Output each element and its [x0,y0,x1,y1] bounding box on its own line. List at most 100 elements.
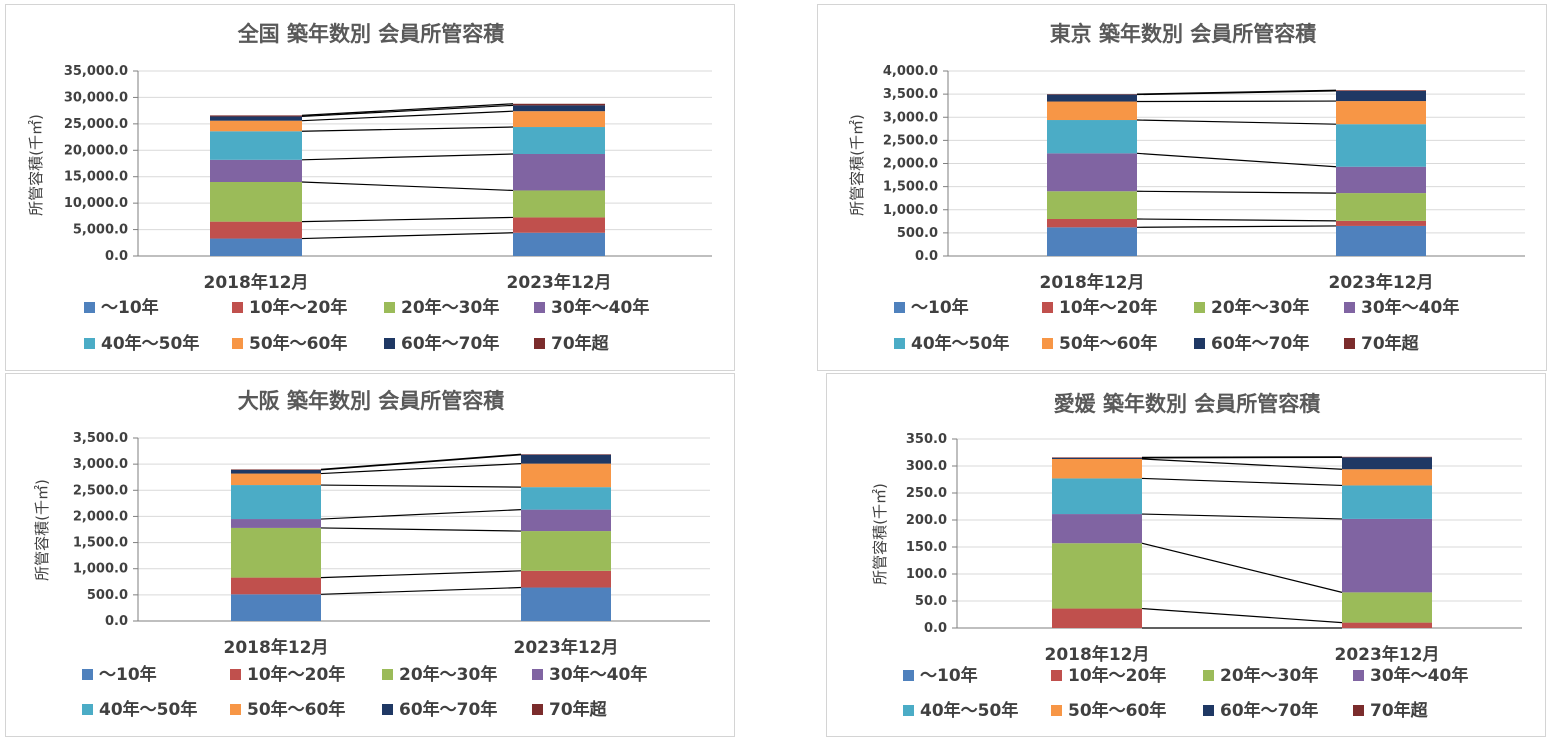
chart-panel-osaka: 大阪 築年数別 会員所管容積 0.0 500.0 1,000.0 1,500.0 2,00… [5,373,735,737]
legend-swatch [232,302,243,313]
y-axis-label: 所管容積(千㎡) [848,114,866,216]
bar-segment [1047,101,1137,121]
chart-zenkoku: 全国 築年数別 会員所管容積 0.0 5,000.0 10,000.0 15,000.0… [27,22,712,354]
series-connector-line [320,509,522,520]
legend-swatch [534,338,545,349]
chart-panel-zenkoku: 全国 築年数別 会員所管容積 0.0 5,000.0 10,000.0 15,000.0… [5,4,735,371]
series-connector-line [1141,542,1343,593]
legend-label: ～10年 [920,665,978,686]
bar-segment [1052,608,1142,628]
legend-label: 50年～60年 [247,699,345,720]
bar-segment [210,182,302,222]
bar-segment [231,527,321,578]
chart-panel-ehime: 愛媛 築年数別 会員所管容積 0.0 50.0 100.0 150.0 200.0 250.… [826,373,1546,737]
y-tick-label: 5,000.0 [73,223,128,238]
bar-segment [1336,220,1426,226]
bar-segment [521,570,611,588]
legend-label: 20年～30年 [1211,297,1309,318]
legend-label: 30年～40年 [1370,665,1468,686]
bar-segment [1342,469,1432,486]
y-tick-label: 150.0 [906,540,947,555]
bar-segment [210,238,302,256]
x-category-label: 2018年12月 [1040,272,1145,293]
legend-swatch [84,338,95,349]
legend-label: 70年超 [551,333,610,354]
series-connector-line [301,181,514,192]
legend-label: 30年～40年 [549,664,647,685]
y-tick-label: 3,500.0 [883,87,938,102]
legend-swatch [1194,338,1205,349]
bar-segment [521,531,611,571]
y-tick-label: 2,000.0 [883,157,938,172]
legend-label: 50年～60年 [249,333,347,354]
legend-swatch [82,704,93,715]
y-tick-label: 2,500.0 [883,133,938,148]
bar-segment [521,487,611,510]
series-connector-line [1136,218,1337,222]
bar-segment [231,485,321,520]
bar-segment [1336,225,1426,256]
series-connector-line [320,586,522,595]
bar-segment [521,454,611,455]
y-tick-label: 250.0 [906,486,947,501]
bar-segment [210,159,302,182]
bar-segment [1047,191,1137,219]
bar-segment [513,153,605,191]
legend-swatch [1344,338,1355,349]
y-tick-label: 35,000.0 [64,64,128,79]
y-tick-label: 2,500.0 [73,483,128,498]
series-connector-line [320,527,522,532]
chart-title: 愛媛 築年数別 会員所管容積 [1054,392,1322,416]
bar-segment [210,131,302,160]
series-connector-line [301,153,514,161]
series-connector-line [1136,152,1337,168]
chart-ehime: 愛媛 築年数別 会員所管容積 0.0 50.0 100.0 150.0 200.0 250.… [871,392,1522,721]
series-connector-line [1136,119,1337,125]
bar-segment [1047,120,1137,154]
chart-title: 大阪 築年数別 会員所管容積 [238,389,506,413]
legend-swatch [382,669,393,680]
legend-label: 40年～50年 [101,333,199,354]
legend-swatch [532,669,543,680]
legend-label: 50年～60年 [1068,700,1166,721]
series-connector-line [1136,89,1337,95]
bar-segment [521,587,611,621]
bar-segment [1052,457,1142,459]
x-category-label: 2018年12月 [204,272,309,293]
y-tick-label: 500.0 [897,226,938,241]
legend-swatch [384,338,395,349]
bar-segment [513,105,605,112]
bar-segment [210,115,302,117]
chart-title: 東京 築年数別 会員所管容積 [1050,22,1318,46]
y-axis-label: 所管容積(千㎡) [871,483,889,585]
bar-segment [513,232,605,256]
series-connector-line [1136,190,1337,194]
legend-label: 10年～20年 [247,664,345,685]
series-connector-line [301,103,514,116]
series-connector-line [1141,456,1343,458]
legend-swatch [230,704,241,715]
y-tick-label: 0.0 [105,614,128,629]
y-tick-label: 3,000.0 [73,457,128,472]
legend-label: ～10年 [911,297,969,318]
y-tick-label: 25,000.0 [64,117,128,132]
legend-swatch [1344,302,1355,313]
x-category-label: 2018年12月 [1045,644,1150,665]
bar-segment [1336,101,1426,125]
y-tick-label: 1,000.0 [73,562,128,577]
series-connector-line [301,110,514,122]
bar-segment [513,111,605,128]
legend-label: ～10年 [101,297,159,318]
legend-label: 10年～20年 [1068,665,1166,686]
y-tick-label: 15,000.0 [64,170,128,185]
legend-label: 60年～70年 [399,699,497,720]
y-axis-label: 所管容積(千㎡) [27,114,45,216]
legend-swatch [1051,670,1062,681]
bar-segment [1052,457,1142,458]
y-tick-label: 0.0 [105,249,128,264]
series-connector-line [1136,225,1337,228]
bar-segment [231,577,321,595]
legend-swatch [230,669,241,680]
legend-label: 60年～70年 [401,333,499,354]
legend-swatch [82,669,93,680]
